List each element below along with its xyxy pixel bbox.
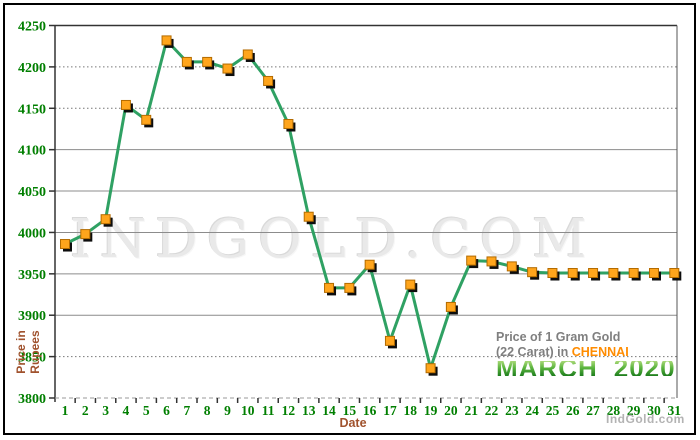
- x-tick-label-3: 3: [102, 403, 109, 418]
- x-tick-label-26: 26: [566, 403, 580, 418]
- x-tick-label-25: 25: [546, 403, 560, 418]
- data-point-day-17: [384, 335, 395, 346]
- x-tick-label-13: 13: [302, 403, 316, 418]
- price-series: [60, 35, 682, 376]
- x-tick-label-17: 17: [383, 403, 397, 418]
- gridlines: [55, 66, 677, 358]
- data-point-day-30: [648, 268, 659, 279]
- y-tick-label-4000: 4000: [18, 226, 46, 241]
- price-line: [63, 38, 676, 370]
- data-point-day-8: [202, 56, 213, 67]
- annotation-month-year: MARCH 2020: [496, 361, 682, 376]
- x-tick-label-14: 14: [322, 403, 336, 418]
- x-tick-label-15: 15: [343, 403, 357, 418]
- x-tick-label-11: 11: [262, 403, 275, 418]
- data-point-day-22: [486, 256, 497, 267]
- x-tick-label-2: 2: [82, 403, 89, 418]
- data-point-day-19: [425, 363, 436, 374]
- data-point-day-12: [283, 119, 294, 130]
- data-point-day-26: [567, 268, 578, 279]
- y-tick-label-3800: 3800: [18, 392, 46, 407]
- axis-frame: [54, 24, 678, 402]
- data-point-day-31: [669, 268, 680, 279]
- data-point-day-23: [506, 261, 517, 272]
- axis-ticks: [49, 24, 665, 403]
- x-tick-label-16: 16: [363, 403, 377, 418]
- y-tick-label-4100: 4100: [18, 144, 46, 159]
- x-tick-label-7: 7: [183, 403, 190, 418]
- annotation-month: MARCH: [496, 353, 598, 383]
- x-tick-label-23: 23: [505, 403, 519, 418]
- y-tick-label-3850: 3850: [18, 351, 46, 366]
- x-tick-label-20: 20: [444, 403, 458, 418]
- x-tick-label-21: 21: [464, 403, 478, 418]
- x-tick-label-27: 27: [586, 403, 600, 418]
- y-axis-title-line2: Rupees: [28, 330, 42, 374]
- data-point-day-11: [263, 75, 274, 86]
- x-tick-label-5: 5: [143, 403, 150, 418]
- x-tick-label-4: 4: [123, 403, 130, 418]
- y-axis-title: Price in Rupees: [14, 302, 44, 402]
- x-tick-label-28: 28: [607, 403, 621, 418]
- x-tick-label-22: 22: [485, 403, 499, 418]
- data-point-day-4: [120, 99, 131, 110]
- data-point-day-7: [181, 56, 192, 67]
- data-point-day-14: [324, 282, 335, 293]
- data-point-day-21: [466, 255, 477, 266]
- x-tick-label-12: 12: [282, 403, 296, 418]
- x-tick-label-19: 19: [424, 403, 438, 418]
- watermark: INDGOLD.COM: [70, 209, 596, 270]
- x-tick-label-30: 30: [647, 403, 661, 418]
- data-point-day-16: [364, 259, 375, 270]
- x-tick-label-29: 29: [627, 403, 641, 418]
- x-axis-title: Date: [339, 416, 367, 430]
- annotation-line2: (22 Carat) in CHENNAI: [496, 345, 682, 360]
- data-point-day-25: [547, 268, 558, 279]
- y-tick-label-4250: 4250: [18, 20, 46, 35]
- brand-text: IndGold.com: [606, 412, 685, 426]
- y-tick-label-4050: 4050: [18, 185, 46, 200]
- data-point-day-20: [445, 301, 456, 312]
- data-point-day-18: [405, 279, 416, 290]
- data-point-day-15: [344, 282, 355, 293]
- x-tick-label-9: 9: [224, 403, 231, 418]
- y-tick-label-3950: 3950: [18, 268, 46, 283]
- x-tick-label-8: 8: [204, 403, 211, 418]
- data-point-day-1: [60, 239, 70, 250]
- annotation-year: 2020: [613, 353, 676, 383]
- data-point-day-3: [100, 214, 111, 225]
- data-point-day-24: [527, 267, 538, 278]
- x-tick-label-18: 18: [404, 403, 418, 418]
- annotation-carat: (22 Carat) in: [496, 344, 572, 359]
- y-tick-labels: 3800 3850 3900 3950 4000 4050 4100 4150 4200 4250: [18, 20, 46, 408]
- y-axis-title-line1: Price in: [14, 330, 28, 374]
- data-point-day-27: [588, 268, 599, 279]
- data-point-day-10: [242, 49, 253, 60]
- chart-annotation: Price of 1 Gram Gold (22 Carat) in CHENN…: [496, 330, 682, 376]
- x-tick-labels: 1 2 3 4 5 6 7 8 9 10 11 12 13 14 15 16 17 18 19 20 21 22 23 24 2…: [62, 403, 682, 418]
- y-tick-label-4150: 4150: [18, 102, 46, 117]
- x-tick-label-6: 6: [163, 403, 170, 418]
- x-tick-label-24: 24: [525, 403, 539, 418]
- data-point-day-6: [161, 35, 172, 46]
- data-point-day-5: [141, 114, 152, 125]
- data-point-day-13: [303, 211, 314, 222]
- data-point-day-9: [222, 63, 233, 74]
- annotation-city: CHENNAI: [571, 344, 629, 359]
- y-tick-label-4200: 4200: [18, 61, 46, 76]
- data-point-day-28: [608, 268, 619, 279]
- x-tick-label-31: 31: [668, 403, 682, 418]
- data-point-day-2: [80, 229, 91, 240]
- x-tick-label-10: 10: [241, 403, 255, 418]
- annotation-line1: Price of 1 Gram Gold: [496, 330, 621, 344]
- data-point-day-29: [628, 268, 639, 279]
- x-tick-label-1: 1: [62, 403, 69, 418]
- y-tick-label-3900: 3900: [18, 309, 46, 324]
